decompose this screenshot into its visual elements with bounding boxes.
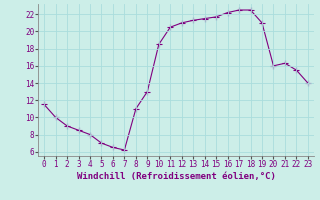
X-axis label: Windchill (Refroidissement éolien,°C): Windchill (Refroidissement éolien,°C)	[76, 172, 276, 181]
